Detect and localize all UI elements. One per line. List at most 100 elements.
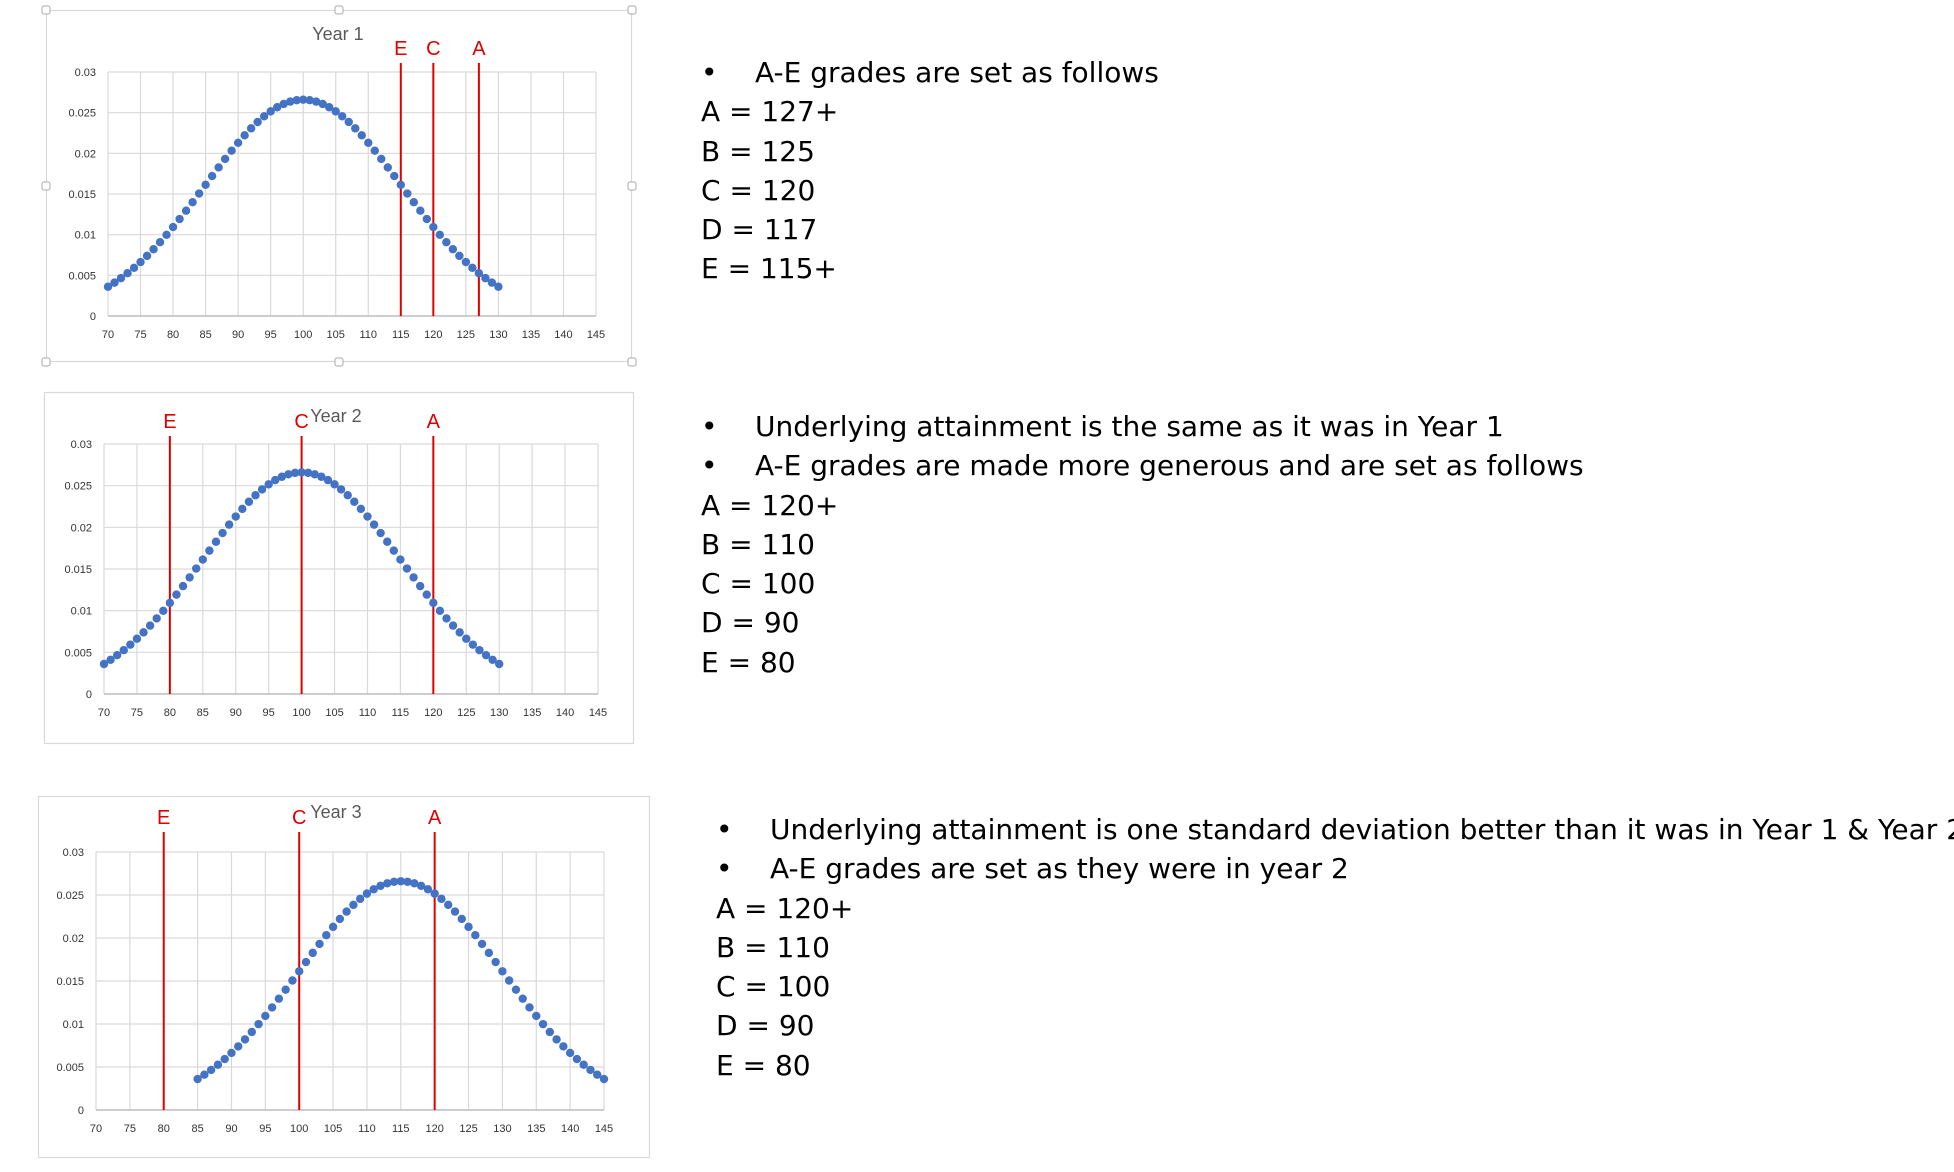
data-point	[336, 485, 346, 494]
data-point	[369, 885, 378, 894]
x-tick-label: 100	[292, 707, 310, 719]
y-tick-label: 0	[86, 689, 92, 701]
data-point	[481, 650, 491, 660]
data-point	[369, 520, 379, 529]
data-point	[132, 634, 142, 643]
chart-title: Year 2	[310, 406, 361, 426]
data-point	[579, 1060, 588, 1069]
x-tick-label: 85	[199, 329, 211, 341]
data-point	[545, 1027, 555, 1037]
grade-line-d: D = 90	[701, 606, 800, 640]
data-point	[487, 278, 497, 287]
data-point	[149, 245, 158, 254]
grade-line-b: B = 125	[701, 134, 815, 168]
data-point	[233, 138, 243, 147]
data-point	[475, 645, 484, 655]
data-point	[435, 230, 445, 240]
data-point	[253, 117, 262, 127]
y-tick-label: 0	[90, 311, 96, 323]
data-point	[323, 475, 333, 485]
data-point	[330, 480, 339, 489]
grade-cutoff-label-c: C	[292, 807, 306, 829]
x-tick-label: 140	[556, 707, 574, 719]
resize-handle[interactable]	[627, 181, 637, 191]
data-point	[192, 564, 201, 573]
data-point	[468, 263, 477, 273]
resize-handle[interactable]	[627, 357, 637, 367]
grade-line-e: E = 80	[701, 645, 796, 679]
data-point	[251, 491, 260, 500]
data-point	[572, 1054, 582, 1064]
data-point	[468, 640, 478, 649]
y-tick-label: 0.01	[71, 606, 92, 618]
grade-cutoff-label-c: C	[426, 38, 440, 60]
resize-handle[interactable]	[334, 5, 344, 15]
resize-handle[interactable]	[41, 357, 51, 367]
data-point	[586, 1065, 595, 1075]
data-point	[274, 994, 284, 1003]
x-tick-label: 140	[554, 329, 572, 341]
data-point	[126, 640, 135, 649]
data-point	[292, 95, 301, 105]
bullet-text: Underlying attainment is the same as it …	[755, 410, 1504, 443]
grade-cutoff-label-e: E	[157, 807, 170, 829]
data-point	[175, 214, 184, 224]
x-tick-label: 120	[425, 1123, 443, 1135]
data-point	[285, 97, 295, 106]
x-tick-label: 130	[490, 707, 508, 719]
data-point	[462, 634, 471, 643]
data-point	[389, 877, 399, 886]
data-point	[318, 99, 327, 109]
resize-handle[interactable]	[41, 181, 51, 191]
data-point	[435, 606, 445, 616]
bullet-text: A-E grades are made more generous and ar…	[755, 449, 1584, 483]
x-tick-label: 135	[523, 707, 541, 719]
data-point	[165, 598, 175, 608]
data-point	[484, 948, 494, 958]
data-point	[185, 573, 194, 582]
y-tick-label: 0.02	[63, 933, 84, 945]
data-point	[343, 491, 352, 500]
x-tick-label: 90	[225, 1123, 237, 1135]
data-point	[279, 99, 288, 109]
grade-line-a: A = 127+	[701, 95, 839, 129]
data-point	[448, 621, 458, 630]
data-point	[206, 1065, 216, 1075]
data-point	[227, 146, 236, 155]
data-point	[322, 931, 331, 940]
grade-cutoff-label-e: E	[394, 38, 407, 60]
data-point	[99, 659, 109, 669]
data-point	[477, 939, 487, 949]
data-point	[198, 555, 207, 564]
y-tick-label: 0.005	[56, 1062, 84, 1074]
bullet-icon: •	[701, 410, 718, 443]
resize-handle[interactable]	[334, 357, 344, 367]
data-point	[415, 581, 425, 591]
data-point	[168, 222, 178, 232]
y-tick-label: 0.005	[68, 270, 96, 282]
y-tick-label: 0.03	[71, 439, 92, 451]
y-tick-label: 0	[78, 1105, 84, 1117]
data-point	[142, 251, 152, 261]
data-point	[305, 95, 314, 105]
bullet-text: Underlying attainment is one standard de…	[770, 813, 1954, 846]
x-tick-label: 95	[263, 707, 275, 719]
data-point	[152, 614, 161, 623]
data-point	[457, 914, 466, 924]
data-point	[350, 497, 359, 506]
y-tick-label: 0.02	[75, 148, 96, 160]
x-tick-label: 80	[158, 1123, 170, 1135]
data-point	[442, 238, 451, 247]
x-tick-label: 130	[493, 1123, 511, 1135]
data-point	[357, 131, 366, 140]
data-point	[532, 1011, 541, 1021]
data-point	[504, 976, 514, 985]
grade-cutoff-label-a: A	[427, 411, 441, 433]
y-tick-label: 0.015	[64, 564, 92, 576]
resize-handle[interactable]	[627, 5, 637, 15]
data-point	[409, 197, 419, 207]
data-point	[123, 268, 132, 278]
resize-handle[interactable]	[41, 5, 51, 15]
data-point	[207, 171, 217, 181]
x-tick-label: 95	[265, 329, 277, 341]
